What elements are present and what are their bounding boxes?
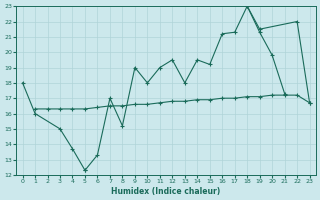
X-axis label: Humidex (Indice chaleur): Humidex (Indice chaleur) <box>111 187 221 196</box>
